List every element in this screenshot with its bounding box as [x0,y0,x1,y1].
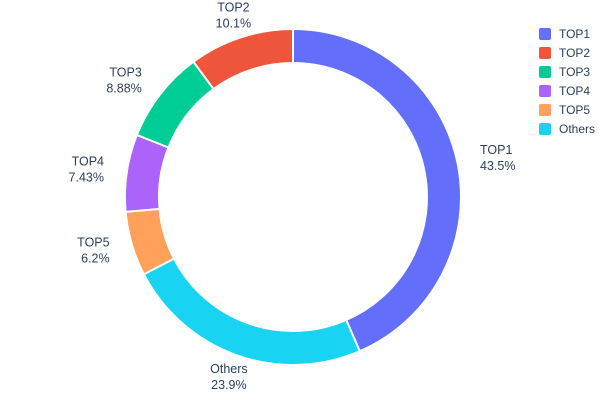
legend-swatch-others [538,123,551,135]
legend-item-top1[interactable]: TOP1 [538,27,595,41]
slice-label-top1: TOP1 43.5% [480,143,515,173]
legend-item-top2[interactable]: TOP2 [538,46,595,60]
slice-label-others: Others 23.9% [210,362,248,392]
pie-slice-top4[interactable] [124,133,170,213]
slice-label-top3: TOP3 8.88% [106,65,142,95]
slice-label-top4: TOP4 7.43% [69,154,105,184]
legend-label: TOP5 [558,103,591,117]
legend-label: Others [558,122,595,136]
legend-swatch-top3 [538,66,551,78]
pie-slice-top1[interactable] [292,28,462,353]
legend-swatch-top2 [538,47,551,59]
legend-item-others[interactable]: Others [538,122,595,136]
legend-item-top5[interactable]: TOP5 [538,103,595,117]
pie-slice-others[interactable] [142,257,361,366]
legend-swatch-top5 [538,104,551,116]
slice-label-top2: TOP2 10.1% [216,1,251,31]
legend-item-top4[interactable]: TOP4 [538,84,595,98]
pie-slice-top2[interactable] [192,28,294,91]
legend-label: TOP3 [558,65,591,79]
legend-swatch-top4 [538,85,551,97]
legend-label: TOP2 [558,46,591,60]
legend-label: TOP4 [558,84,591,98]
slice-label-top5: TOP5 6.2% [77,235,109,265]
legend-label: TOP1 [558,27,591,41]
legend-item-top3[interactable]: TOP3 [538,65,595,79]
legend: TOP1 TOP2 TOP3 TOP4 TOP5 Others [538,27,595,136]
legend-swatch-top1 [538,28,551,40]
